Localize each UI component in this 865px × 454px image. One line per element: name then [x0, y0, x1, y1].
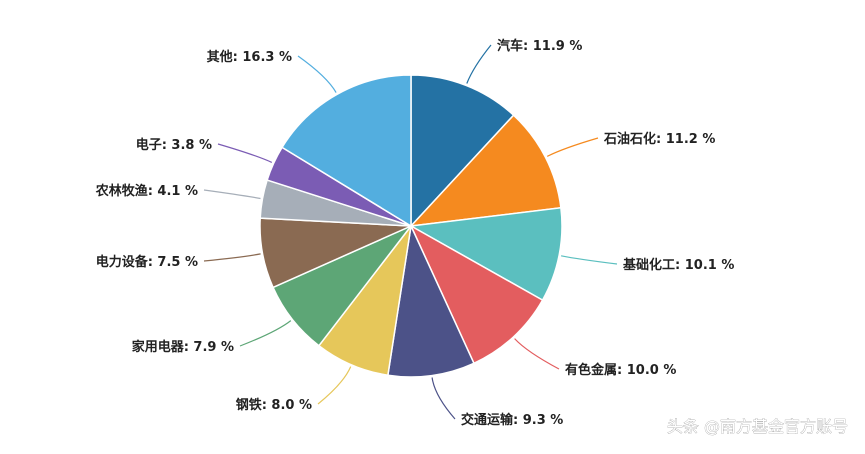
pie-slice: [409, 224, 544, 365]
pie-slice: [409, 114, 562, 227]
leader-line: [431, 377, 456, 420]
leader-line: [546, 137, 599, 157]
slice-labels: 汽车: 11.9 % 石油石化: 11.2 % 基础化工: 10.1 % 有色金属: …: [95, 38, 735, 428]
leader-line: [317, 366, 352, 405]
slice-label: 钢铁: 8.0 %: [236, 397, 312, 413]
slice-label: 其他: 16.3 %: [207, 49, 292, 65]
leader-line: [560, 255, 618, 265]
slice-label: 电力设备: 7.5 %: [96, 254, 198, 270]
leader-line: [203, 189, 261, 200]
leader-line: [203, 253, 261, 262]
watermark-text: 头条 @南方基金官方账号: [667, 417, 848, 436]
pie-slice: [408, 206, 563, 302]
slice-label: 电子: 3.8 %: [136, 137, 212, 153]
leader-line: [466, 44, 492, 84]
leader-lines: [203, 44, 618, 420]
slice-label: 农林牧渔: 4.1 %: [95, 183, 198, 199]
leader-line: [514, 338, 560, 370]
slice-label: 家用电器: 7.9 %: [132, 339, 234, 355]
pie-slice: [387, 223, 475, 378]
leader-line: [297, 55, 337, 93]
pie-slice: [281, 74, 412, 228]
slice-label: 交通运输: 9.3 %: [461, 412, 563, 428]
leader-line: [217, 143, 273, 163]
pie-slices: [259, 74, 563, 378]
slice-label: 有色金属: 10.0 %: [565, 362, 676, 378]
slice-label: 汽车: 11.9 %: [497, 38, 582, 54]
slice-label: 石油石化: 11.2 %: [603, 131, 715, 147]
leader-line: [239, 320, 292, 347]
slice-label: 基础化工: 10.1 %: [622, 257, 734, 273]
pie-slice: [410, 74, 515, 228]
